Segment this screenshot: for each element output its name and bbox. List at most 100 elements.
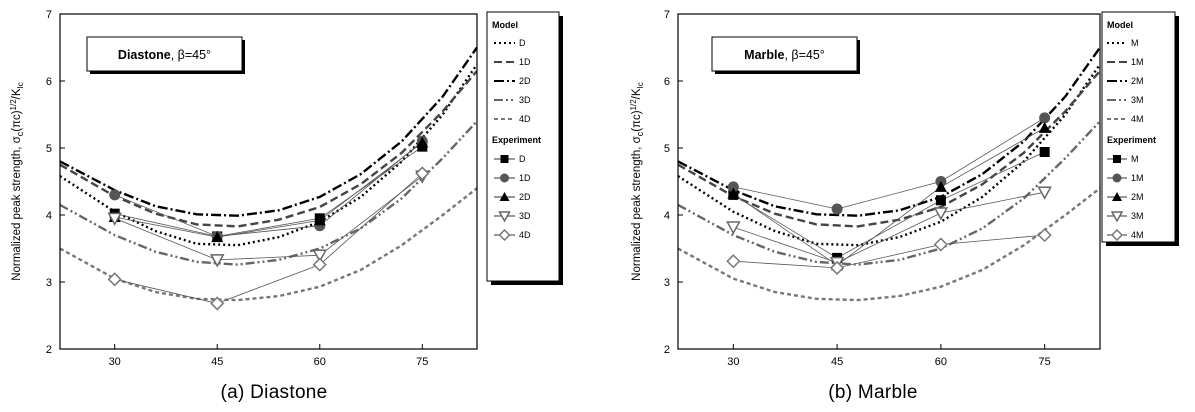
legend-exp-label-4D: 4D xyxy=(519,230,531,240)
experiment-line-1M xyxy=(733,117,1045,210)
y-axis-label-sup: 1/2 xyxy=(9,99,18,111)
data-point-3D-60 xyxy=(312,249,328,263)
y-axis-label-tail: /K xyxy=(631,88,643,99)
data-point-1M-45 xyxy=(831,203,843,215)
legend-marker-1D xyxy=(500,173,509,183)
legend-label-2M: 2M xyxy=(1131,76,1144,86)
data-point-4M-60 xyxy=(933,237,948,252)
y-tick-label: 5 xyxy=(46,143,52,155)
legend-exp-label-3M: 3M xyxy=(1131,211,1144,221)
y-axis-label-sub: c xyxy=(15,131,25,136)
legend-exp-label-4M: 4M xyxy=(1131,230,1144,240)
data-point-4D-60 xyxy=(312,257,327,272)
legend-label-3D: 3D xyxy=(519,95,531,105)
legend-marker-3M xyxy=(1110,211,1124,223)
legend-exp-label-2M: 2M xyxy=(1131,192,1144,202)
y-axis-label: Normalized peak strength, σc(πc)1/2/KIc xyxy=(629,82,645,281)
y-axis-label-main: Normalized peak strength, σ xyxy=(631,136,643,281)
legend: Model M 1M 2M 3M 4M Experiment M 1M 2M 3M 4M xyxy=(1101,11,1179,246)
data-point-4D-45 xyxy=(210,296,225,311)
x-tick-label: 75 xyxy=(1039,356,1051,368)
legend-exp-label-1D: 1D xyxy=(519,173,531,183)
data-point-2M-75 xyxy=(1038,121,1051,133)
data-point-2D-45 xyxy=(211,231,224,243)
annotation-angle: , β=45° xyxy=(171,48,211,62)
experiment-line-3M xyxy=(733,191,1045,264)
legend-marker-1M xyxy=(1112,173,1122,183)
model-curve-D xyxy=(60,63,477,247)
data-point-3M-60 xyxy=(933,207,949,221)
experiment-line-1D xyxy=(114,140,423,237)
data-point-1M-30 xyxy=(727,181,739,193)
panel-caption: (b) Marble xyxy=(828,382,918,403)
data-point-1M-75 xyxy=(1039,112,1051,124)
y-axis-label-mid: (πc) xyxy=(11,110,23,132)
legend-label-3M: 3M xyxy=(1131,95,1144,105)
x-tick-label: 45 xyxy=(831,356,843,368)
annotation-material: Marble xyxy=(744,48,784,62)
legend-model-title: Model xyxy=(1107,20,1133,30)
data-point-3D-45 xyxy=(209,254,225,268)
experiment-line-4M xyxy=(733,234,1045,269)
legend-experiment-title: Experiment xyxy=(1107,135,1156,145)
y-tick-label: 7 xyxy=(46,9,52,21)
legend-label-4D: 4D xyxy=(519,114,531,124)
model-curve-1M xyxy=(678,70,1100,228)
x-tick-label: 45 xyxy=(211,356,223,368)
data-point-2M-60 xyxy=(934,180,947,192)
model-curve-4M xyxy=(678,187,1100,302)
model-curve-3D xyxy=(60,120,477,266)
panel-caption: (a) Diastone xyxy=(220,382,327,403)
y-tick-label: 5 xyxy=(664,143,670,155)
y-tick-label: 6 xyxy=(46,76,52,88)
legend-exp-label-1M: 1M xyxy=(1131,173,1144,183)
model-curve-4D xyxy=(60,187,477,302)
data-point-M-60 xyxy=(935,195,946,206)
y-axis-label-sub: c xyxy=(635,131,645,136)
legend-exp-label-M: M xyxy=(1131,154,1139,164)
legend-experiment-title: Experiment xyxy=(492,135,541,145)
data-point-4D-75 xyxy=(415,166,430,181)
data-point-4M-75 xyxy=(1037,228,1052,243)
data-point-4M-45 xyxy=(830,260,845,275)
legend-exp-label-3D: 3D xyxy=(519,211,531,221)
data-point-4D-30 xyxy=(107,272,122,287)
y-axis-label: Normalized peak strength, σc(πc)1/2/KIc xyxy=(9,82,25,281)
annotation-angle: , β=45° xyxy=(784,48,824,62)
y-axis-label-main: Normalized peak strength, σ xyxy=(11,136,23,281)
x-tick-label: 60 xyxy=(935,356,947,368)
plot-frame xyxy=(59,13,478,350)
plot-frame xyxy=(677,13,1101,350)
x-tick-label: 60 xyxy=(314,356,326,368)
y-axis-label-sub2: Ic xyxy=(636,82,645,88)
annotation-box xyxy=(711,36,858,72)
annotation-text: Marble, β=45° xyxy=(744,48,825,62)
data-point-4M-30 xyxy=(726,254,741,269)
experiment-line-D xyxy=(114,146,423,237)
data-point-3M-30 xyxy=(726,221,741,235)
experiment-line-2D xyxy=(114,142,423,238)
data-point-2D-60 xyxy=(313,214,326,226)
legend-exp-label-2D: 2D xyxy=(519,192,531,202)
legend-marker-M xyxy=(1113,155,1121,163)
legend-marker-3D xyxy=(498,211,511,223)
y-tick-label: 7 xyxy=(664,9,670,21)
annotation-material: Diastone xyxy=(118,48,171,62)
data-point-3D-30 xyxy=(107,212,122,226)
legend-label-1M: 1M xyxy=(1131,57,1144,67)
experiment-line-4D xyxy=(114,173,423,304)
y-tick-label: 4 xyxy=(664,210,670,222)
annotation-box xyxy=(86,36,243,72)
model-curve-2D xyxy=(60,46,477,217)
legend-label-D: D xyxy=(519,38,526,48)
y-tick-label: 2 xyxy=(664,344,670,356)
legend-box xyxy=(486,11,560,282)
y-tick-label: 4 xyxy=(46,210,52,222)
y-axis-label-mid: (πc) xyxy=(631,110,643,132)
experiment-line-3D xyxy=(114,175,423,261)
x-tick-label: 75 xyxy=(416,356,428,368)
